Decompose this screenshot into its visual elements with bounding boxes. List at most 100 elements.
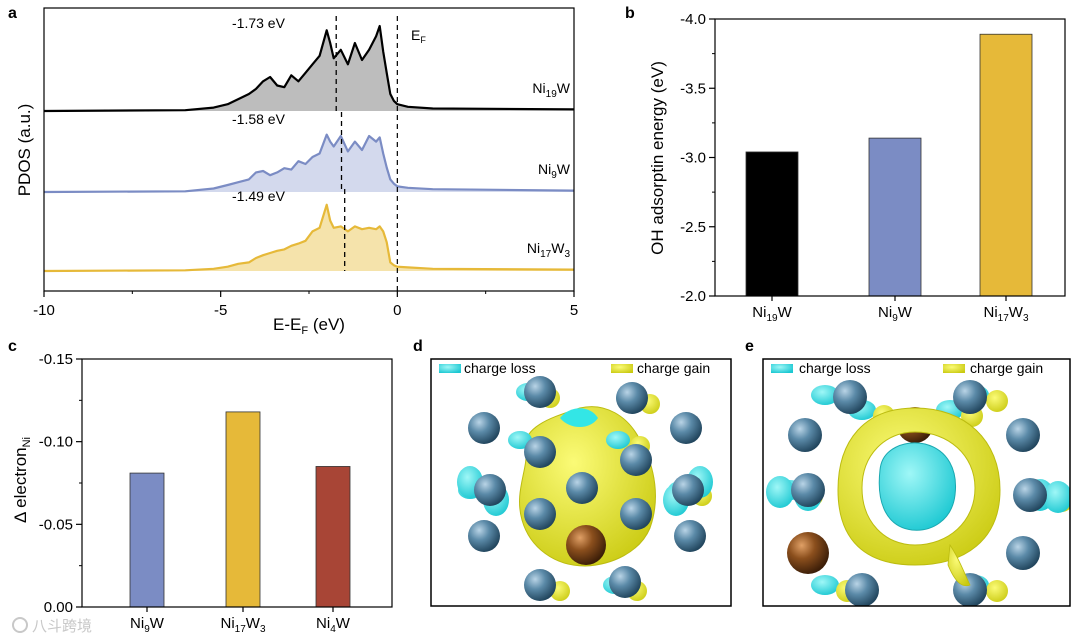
w-atom (787, 532, 829, 574)
oh-energy-bars (745, 33, 1033, 297)
charge-loss-lobe (811, 575, 839, 595)
y-tick-label: -0.10 (39, 434, 73, 451)
ni-atom (524, 498, 556, 530)
ni-atom (468, 412, 500, 444)
charge-gain-swatch (611, 364, 633, 373)
panel-a: a -1.73 eV Ni19W -1.58 eV Ni9W -1.49 eV Ni17W… (8, 5, 578, 337)
charge-gain-lobe (986, 580, 1008, 602)
charge-loss-lobe (606, 431, 630, 449)
ni-atom (609, 566, 641, 598)
ni-atom (1006, 418, 1040, 452)
charge-density-render-e (763, 359, 1070, 606)
ni-atom (672, 474, 704, 506)
ni-atom (474, 474, 506, 506)
pdos-area-0 (44, 26, 574, 111)
panel-e-frame (762, 358, 1071, 607)
ni-atom (620, 444, 652, 476)
ni-atom (845, 573, 879, 606)
ni-atom (620, 498, 652, 530)
panel-b: b -2.0 -2.5 -3.0 -3.5 -4.0 Ni19W Ni9W Ni17W3 O… (625, 5, 1066, 324)
ni-atom (670, 412, 702, 444)
pdos-area-1 (44, 134, 574, 192)
charge-loss-swatch (771, 364, 793, 373)
charge-loss-lobe (1044, 481, 1070, 513)
oh-energy-y-ticks: -2.0 -2.5 -3.0 -3.5 -4.0 (680, 11, 715, 305)
bar-0 (129, 472, 165, 608)
y-tick-label: -0.05 (39, 516, 73, 533)
charge-loss-swatch (439, 364, 461, 373)
ni-atom (833, 380, 867, 414)
charge-loss-lobe (811, 385, 839, 405)
charge-density-render-d (431, 359, 731, 606)
panel-b-letter: b (625, 5, 635, 22)
ni-atom (788, 418, 822, 452)
y-tick-label: -2.5 (680, 219, 706, 236)
ni-atom (524, 436, 556, 468)
fermi-level-label: EF (411, 27, 426, 45)
ni-atom (524, 376, 556, 408)
y-tick-label: 0.00 (44, 599, 73, 616)
watermark-logo-icon (12, 617, 28, 633)
y-tick-label: -3.5 (680, 80, 706, 97)
x-tick-label: 0 (393, 302, 401, 319)
w-atom (566, 525, 606, 565)
charge-gain-swatch (943, 364, 965, 373)
pdos-line-1 (43, 133, 575, 194)
pdos-line-0 (43, 24, 575, 113)
charge-gain-label: charge gain (970, 360, 1043, 376)
panel-d: d charge loss charge gain (413, 338, 732, 607)
ni-atom (524, 569, 556, 601)
series-name-0: Ni19W (532, 80, 570, 100)
panel-e-letter: e (745, 338, 754, 355)
y-tick-label: -2.0 (680, 288, 706, 305)
category-label-2: Ni17W3 (983, 304, 1028, 324)
panel-c-letter: c (8, 338, 17, 355)
ni-atom (953, 380, 987, 414)
series-name-1: Ni9W (538, 161, 571, 181)
category-label-0: Ni9W (130, 615, 165, 635)
ni-atom (566, 472, 598, 504)
ni-atom (616, 382, 648, 414)
watermark: 八斗跨境 (12, 617, 92, 635)
pdos-line-2 (43, 203, 575, 273)
category-label-0: Ni19W (752, 304, 792, 324)
panel-d-legend: charge loss charge gain (439, 360, 710, 376)
oh-energy-x-labels: Ni19W Ni9W Ni17W3 (752, 296, 1029, 324)
pdos-x-ticks: -10 -5 0 5 (33, 291, 578, 319)
d-band-center-label-0: -1.73 eV (232, 15, 286, 31)
charge-loss-label: charge loss (799, 360, 871, 376)
charge-loss-lobe (766, 476, 794, 508)
panel-e: e charge loss charge gain (745, 338, 1071, 607)
delta-electron-x-labels: Ni9W Ni17W3 Ni4W (130, 607, 351, 635)
bar-2 (315, 466, 351, 608)
watermark-text: 八斗跨境 (32, 617, 92, 635)
oh-energy-y-axis-label: OH adsorptin energy (eV) (648, 61, 667, 255)
y-tick-label: -3.0 (680, 150, 706, 167)
panel-a-letter: a (8, 5, 17, 22)
delta-electron-y-axis-label: Δ electronNi (11, 437, 33, 523)
delta-electron-y-ticks: 0.00 -0.05 -0.10 -0.15 (39, 351, 82, 616)
panel-e-legend: charge loss charge gain (771, 360, 1043, 376)
d-band-center-label-1: -1.58 eV (232, 111, 286, 127)
bar-0 (745, 151, 799, 297)
y-tick-label: -0.15 (39, 351, 73, 368)
x-tick-label: 5 (570, 302, 578, 319)
pdos-x-axis-label: E-EF (eV) (273, 315, 345, 337)
ni-atom (468, 520, 500, 552)
charge-gain-lobe (986, 390, 1008, 412)
delta-electron-bars (129, 411, 351, 608)
category-label-1: Ni9W (878, 304, 913, 324)
pdos-y-axis-label: PDOS (a.u.) (15, 104, 34, 197)
ni-atom (1006, 536, 1040, 570)
x-tick-label: -10 (33, 302, 55, 319)
panel-d-frame (430, 358, 732, 607)
category-label-1: Ni17W3 (220, 615, 265, 635)
charge-gain-label: charge gain (637, 360, 710, 376)
series-name-2: Ni17W3 (527, 240, 571, 260)
x-tick-label: -5 (214, 302, 227, 319)
bar-1 (225, 411, 261, 608)
ni-atom (674, 520, 706, 552)
panel-d-letter: d (413, 338, 423, 355)
bar-1 (868, 137, 922, 297)
category-label-2: Ni4W (316, 615, 351, 635)
